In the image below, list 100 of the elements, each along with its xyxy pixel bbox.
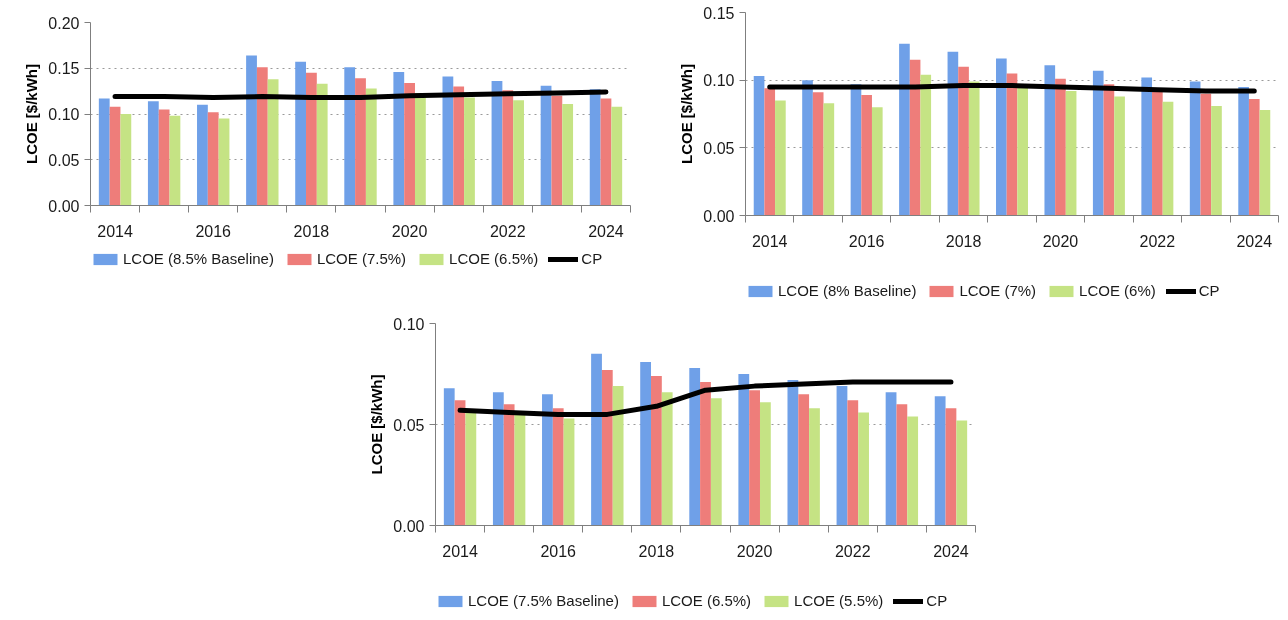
bar — [1055, 78, 1066, 216]
bar — [1238, 86, 1249, 216]
bar — [502, 90, 514, 206]
bar — [464, 97, 475, 206]
x-tick-label: 2016 — [540, 542, 577, 560]
x-tick-label: 2018 — [293, 222, 330, 240]
bar — [600, 98, 612, 206]
bar — [945, 408, 957, 526]
bar — [640, 361, 652, 526]
bar — [847, 400, 859, 526]
bar — [775, 100, 786, 216]
bar — [1211, 105, 1222, 216]
y-axis-title: LCOE [$/kWh] — [678, 64, 696, 164]
bar — [306, 72, 317, 206]
x-tick-label: 2020 — [1042, 232, 1079, 250]
bar — [551, 95, 563, 206]
bar — [562, 103, 574, 206]
bar — [542, 394, 553, 526]
bar — [120, 114, 132, 206]
y-tick-label: 0.10 — [703, 72, 735, 90]
bar — [968, 81, 980, 216]
bar — [393, 71, 405, 206]
x-tick-label: 2016 — [848, 232, 885, 250]
bar — [503, 404, 515, 526]
bar — [404, 82, 415, 206]
bar — [764, 88, 776, 216]
bar — [1141, 77, 1153, 216]
x-tick-label: 2018 — [945, 232, 982, 250]
y-tick-label: 0.05 — [703, 139, 735, 157]
bar — [465, 410, 477, 526]
legend-label: LCOE (6%) — [1079, 282, 1156, 299]
bar — [267, 79, 279, 206]
legend-label: LCOE (7%) — [959, 282, 1037, 299]
bar — [453, 86, 465, 206]
bar — [749, 390, 760, 526]
x-tick-label: 2020 — [736, 542, 773, 560]
legend-label: LCOE (5.5%) — [794, 592, 884, 609]
bar — [1017, 86, 1028, 216]
bar — [861, 95, 872, 216]
legend-label: CP — [581, 250, 603, 267]
bar — [147, 101, 159, 206]
bar — [1103, 84, 1115, 216]
bar — [98, 98, 110, 206]
bar — [700, 382, 711, 526]
bar — [492, 392, 504, 526]
bar — [612, 386, 624, 526]
bar — [885, 392, 897, 526]
bar — [454, 400, 466, 526]
bar — [787, 380, 799, 526]
x-tick-label: 2018 — [638, 542, 675, 560]
legend-label: LCOE (7.5%) — [316, 250, 407, 267]
bar — [442, 76, 454, 206]
x-tick-label: 2024 — [588, 222, 624, 240]
bar — [920, 74, 932, 216]
bar — [207, 112, 219, 206]
bar — [812, 92, 824, 216]
bar — [316, 83, 328, 206]
bar — [169, 115, 181, 206]
bar — [365, 88, 377, 206]
y-tick-label: 0.00 — [703, 207, 735, 225]
x-tick-label: 2014 — [751, 232, 788, 250]
bar — [896, 404, 908, 526]
bar — [1162, 101, 1174, 216]
bar — [1189, 81, 1201, 216]
y-axis-title: LCOE [$/kWh] — [368, 374, 386, 475]
bar — [552, 408, 564, 526]
bar — [246, 55, 257, 206]
bar — [1006, 73, 1018, 216]
bar — [823, 103, 835, 216]
x-tick-label: 2024 — [1236, 232, 1273, 250]
bar — [591, 353, 602, 526]
bar — [689, 367, 701, 526]
y-tick-label: 0.00 — [48, 197, 80, 215]
bar — [802, 80, 813, 216]
bar — [738, 374, 750, 526]
bar — [1248, 99, 1260, 216]
x-tick-label: 2022 — [489, 222, 526, 240]
bar — [611, 106, 623, 206]
bar — [589, 89, 601, 206]
bar — [934, 396, 946, 526]
x-tick-label: 2016 — [195, 222, 232, 240]
bar — [355, 78, 366, 206]
y-tick-label: 0.10 — [48, 106, 80, 123]
y-axis-title: LCOE [$/kWh] — [23, 64, 41, 164]
bar — [1092, 70, 1104, 216]
bar — [109, 106, 121, 206]
bar — [956, 420, 968, 526]
bar — [295, 61, 307, 206]
bar — [514, 414, 526, 526]
y-tick-label: 0.20 — [48, 14, 80, 32]
bar — [1065, 90, 1077, 216]
bar — [197, 104, 208, 206]
bar — [158, 109, 170, 206]
bar — [798, 394, 810, 526]
legend-label: CP — [1198, 282, 1220, 299]
bar — [513, 100, 524, 206]
bar — [871, 107, 883, 216]
legend-label: CP — [926, 592, 948, 609]
y-tick-label: 0.10 — [393, 315, 425, 333]
bar — [563, 418, 575, 526]
